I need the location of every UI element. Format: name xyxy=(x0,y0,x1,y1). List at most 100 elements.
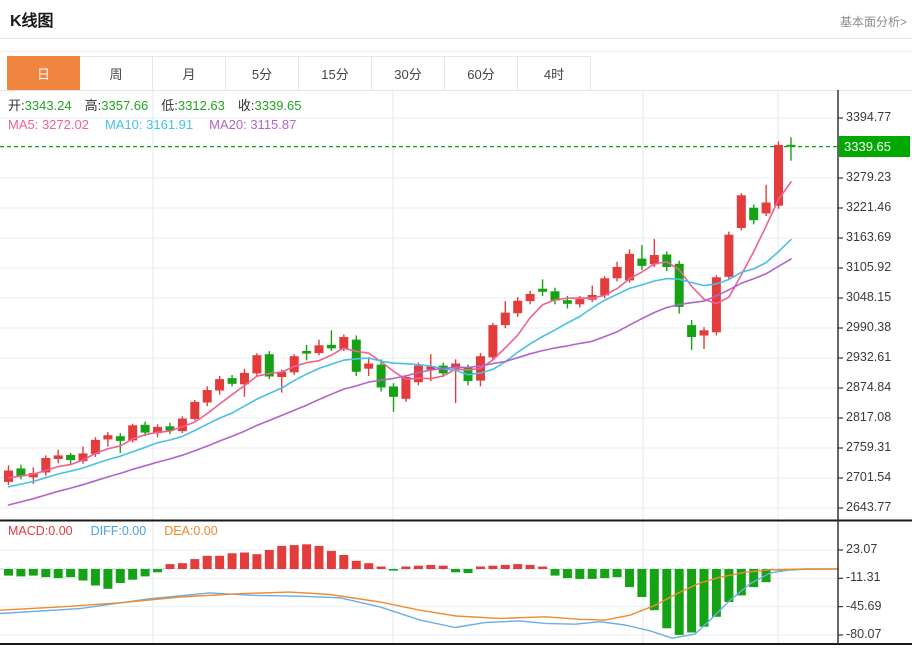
candle xyxy=(389,386,398,397)
tab-15min[interactable]: 15分 xyxy=(299,56,372,90)
candle xyxy=(128,425,138,441)
candle xyxy=(649,255,659,265)
candle xyxy=(600,278,610,296)
macd-bar xyxy=(500,564,510,569)
macd-bar xyxy=(687,569,697,633)
macd-bar xyxy=(649,569,659,611)
open-label: 开: xyxy=(8,98,25,113)
tab-day[interactable]: 日 xyxy=(7,56,80,90)
candles xyxy=(4,137,796,486)
macd-bar xyxy=(264,550,274,569)
candle xyxy=(538,288,548,292)
diff-line xyxy=(0,568,839,639)
candle xyxy=(53,455,63,459)
macd-bar xyxy=(190,559,200,569)
page-title: K线图 xyxy=(10,13,54,30)
ma10-line xyxy=(7,238,792,488)
main-axis-tick-label: 2874.84 xyxy=(846,380,892,394)
candle xyxy=(575,299,585,305)
dea-value-legend: DEA:0.00 xyxy=(164,524,218,538)
candle xyxy=(339,337,349,349)
candle xyxy=(264,354,274,377)
candle xyxy=(426,366,436,370)
candle xyxy=(215,379,225,391)
main-axis-tick-label: 2990.38 xyxy=(846,320,892,334)
low-label: 低: xyxy=(161,98,178,113)
macd-bar xyxy=(103,569,113,589)
kline-chart[interactable] xyxy=(0,90,912,652)
macd-bar xyxy=(711,569,721,617)
macd-bar xyxy=(277,545,287,569)
macd-bar xyxy=(16,569,26,577)
macd-bar xyxy=(525,564,535,569)
macd-axis-tick-label: -80.07 xyxy=(846,626,882,641)
tab-week[interactable]: 周 xyxy=(80,56,153,90)
macd-bar xyxy=(339,555,349,569)
macd-bar xyxy=(389,569,398,571)
candle xyxy=(451,363,461,369)
candle xyxy=(351,339,361,372)
macd-bar xyxy=(562,569,572,579)
ma-legend: MA5: 3272.02 MA10: 3161.91 MA20: 3115.87 xyxy=(8,117,312,132)
macd-bar xyxy=(302,544,312,569)
macd-bar xyxy=(736,569,746,596)
macd-bar xyxy=(364,563,374,569)
macd-bar xyxy=(438,565,448,569)
candle xyxy=(525,293,535,302)
candle xyxy=(401,377,411,399)
candle xyxy=(500,312,510,326)
ohlc-readout: 开:3343.24 高:3357.66 低:3312.63 收:3339.65 xyxy=(8,95,315,114)
macd-bar xyxy=(314,545,324,569)
macd-bar xyxy=(128,569,138,580)
macd-bar xyxy=(227,553,237,569)
candle xyxy=(562,300,572,304)
candle xyxy=(786,144,796,147)
tab-month[interactable]: 月 xyxy=(153,56,226,90)
ma5-line xyxy=(7,181,792,479)
tab-4hour[interactable]: 4时 xyxy=(518,56,591,90)
fundamental-analysis-link[interactable]: 基本面分析> xyxy=(839,15,907,29)
candle xyxy=(637,258,647,266)
macd-bar xyxy=(401,566,411,569)
tab-60min[interactable]: 60分 xyxy=(445,56,518,90)
diff-value-legend: DIFF:0.00 xyxy=(90,524,147,538)
macd-bar xyxy=(476,566,485,569)
candle xyxy=(761,202,771,214)
ma20-legend: MA20: 3115.87 xyxy=(209,117,297,132)
main-axis-tick-label: 2759.31 xyxy=(846,439,892,454)
macd-bar xyxy=(140,569,150,577)
close-value: 3339.65 xyxy=(254,98,302,113)
tab-5min[interactable]: 5分 xyxy=(226,56,299,90)
macd-bar xyxy=(53,569,63,579)
candle xyxy=(774,144,783,206)
candle xyxy=(736,195,746,228)
axes xyxy=(0,90,912,645)
macd-bar xyxy=(699,569,709,627)
macd-bar xyxy=(115,569,125,583)
macd-bar xyxy=(612,569,622,578)
macd-bar xyxy=(165,564,175,569)
macd-bar xyxy=(488,565,498,569)
candle xyxy=(240,372,249,385)
tabbar-bottom-divider xyxy=(0,90,912,91)
macd-bar xyxy=(28,569,38,576)
candle xyxy=(252,355,262,374)
candle xyxy=(28,473,38,478)
macd-axis-tick-label: -11.31 xyxy=(846,570,881,585)
candle xyxy=(103,435,113,440)
ma10-legend: MA10: 3161.91 xyxy=(104,117,194,132)
candle xyxy=(625,253,634,281)
candle xyxy=(302,351,312,354)
candle xyxy=(153,426,162,434)
candle xyxy=(277,371,287,377)
macd-bar xyxy=(376,566,386,569)
macd-bar xyxy=(674,569,684,635)
macd-bar xyxy=(177,563,187,569)
macd-bar xyxy=(153,569,162,573)
macd-bar xyxy=(575,569,585,579)
candle xyxy=(90,439,100,454)
high-value: 3357.66 xyxy=(101,98,149,113)
candle xyxy=(326,344,336,349)
tab-30min[interactable]: 30分 xyxy=(372,56,445,90)
